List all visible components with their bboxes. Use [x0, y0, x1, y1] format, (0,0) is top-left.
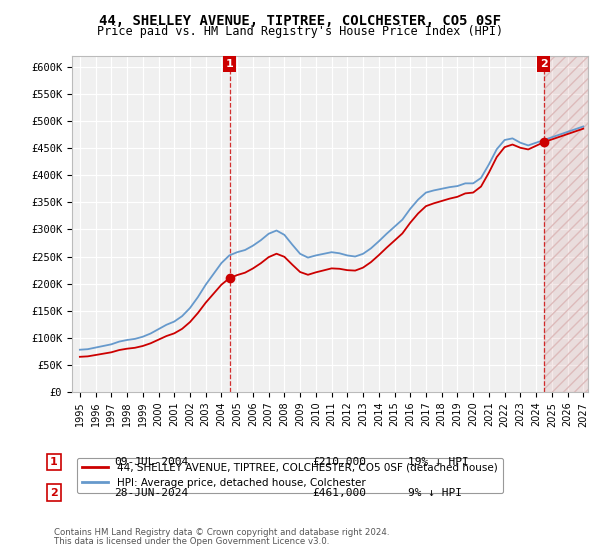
Text: 28-JUN-2024: 28-JUN-2024: [114, 488, 188, 498]
Text: 1: 1: [226, 59, 233, 69]
Text: Price paid vs. HM Land Registry's House Price Index (HPI): Price paid vs. HM Land Registry's House …: [97, 25, 503, 38]
Text: Contains HM Land Registry data © Crown copyright and database right 2024.: Contains HM Land Registry data © Crown c…: [54, 528, 389, 537]
Text: 19% ↓ HPI: 19% ↓ HPI: [408, 457, 469, 467]
Text: 1: 1: [50, 457, 58, 467]
Text: £210,000: £210,000: [312, 457, 366, 467]
Text: 09-JUL-2004: 09-JUL-2004: [114, 457, 188, 467]
Text: This data is licensed under the Open Government Licence v3.0.: This data is licensed under the Open Gov…: [54, 538, 329, 547]
Text: 44, SHELLEY AVENUE, TIPTREE, COLCHESTER, CO5 0SF: 44, SHELLEY AVENUE, TIPTREE, COLCHESTER,…: [99, 14, 501, 28]
Text: £461,000: £461,000: [312, 488, 366, 498]
Text: 2: 2: [540, 59, 548, 69]
Legend: 44, SHELLEY AVENUE, TIPTREE, COLCHESTER, CO5 0SF (detached house), HPI: Average : 44, SHELLEY AVENUE, TIPTREE, COLCHESTER,…: [77, 458, 503, 493]
Text: 9% ↓ HPI: 9% ↓ HPI: [408, 488, 462, 498]
Text: 2: 2: [50, 488, 58, 498]
